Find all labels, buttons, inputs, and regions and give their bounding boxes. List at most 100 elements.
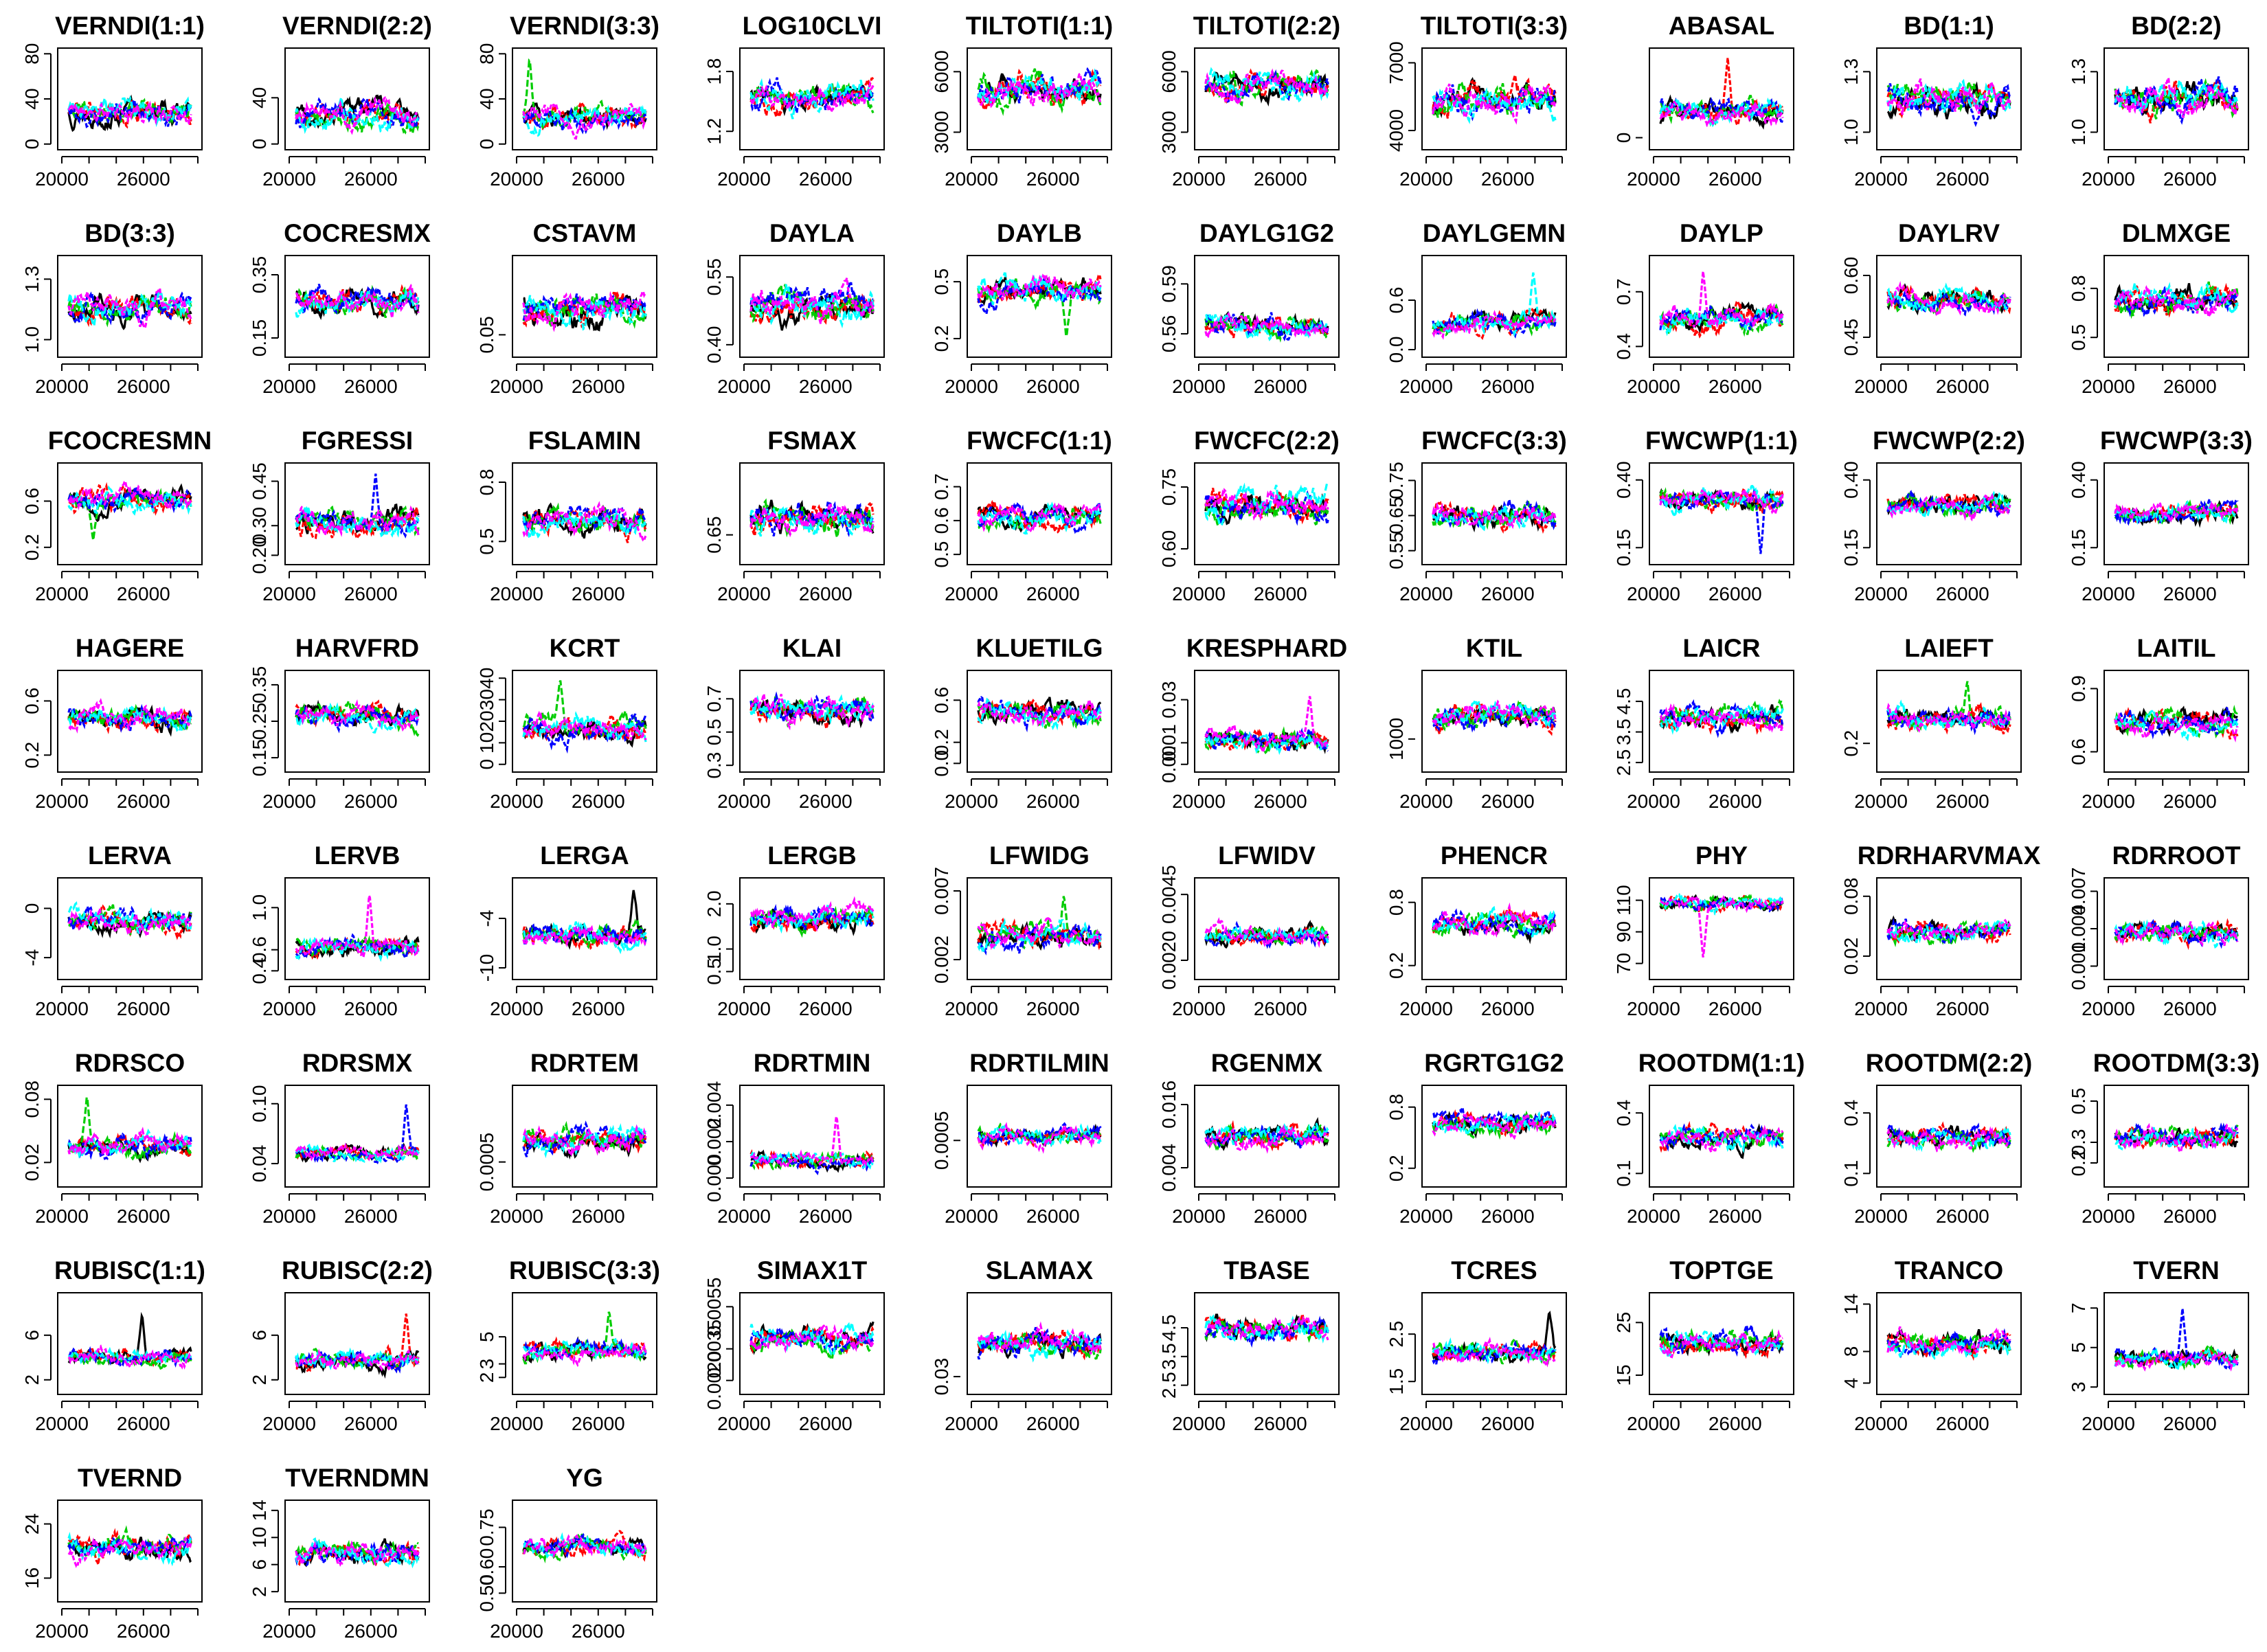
chain-trace-4 [1659,699,1784,738]
panel-title: SLAMAX [986,1256,1094,1285]
panel-title: VERNDI(3:3) [510,12,659,40]
chain-trace-6 [1432,83,1557,125]
chain-trace-6 [67,478,192,512]
y-axis: 0.45 0.60 [1840,257,1871,356]
y-tick-label: 0.7 [703,686,725,712]
x-tick-label: 26000 [1481,376,1535,397]
y-tick-label: 0.60 [1158,530,1180,568]
trace-lines [1432,1103,1557,1140]
x-tick-label: 20000 [1172,376,1226,397]
trace-lines [977,272,1102,337]
y-axis: -4 0 [21,903,52,966]
y-tick-label: -4 [476,910,497,927]
y-tick-label: 0.75 [1386,462,1407,499]
panel-title: LFWIDV [1218,841,1316,870]
y-tick-label: 1.0 [1840,119,1862,146]
x-tick-label: 20000 [1627,998,1680,1019]
y-tick-label: 1.3 [1840,58,1862,85]
x-axis: 20000 26000 [1399,156,1563,190]
y-tick-label: 30 [476,689,497,710]
plot-box [2104,47,2249,150]
x-tick-label: 20000 [490,168,543,190]
y-tick-label: 16 [21,1568,43,1589]
y-tick-label: 3 [2068,1381,2089,1392]
chain-trace-6 [749,1116,875,1168]
x-tick-label: 26000 [572,1620,625,1642]
chain-trace-6 [295,699,420,732]
trace-lines [2114,1122,2239,1153]
panel-title: FSLAMIN [528,427,641,455]
trace-lines [1432,698,1557,736]
x-tick-label: 20000 [717,376,771,397]
y-tick-label: 0.8 [476,469,497,496]
panel-title: FWCWP(2:2) [1873,427,2025,455]
trace-panel: LAITIL 20000 26000 0.6 0.9 [2068,634,2249,812]
y-tick-label: 0.00 [1158,745,1180,783]
x-tick-label: 26000 [1026,791,1080,812]
panel-title: LFWIDG [989,841,1090,870]
trace-panel: TVERN 20000 26000 3 5 7 [2068,1256,2249,1434]
y-tick-label: 0.8 [1386,889,1407,916]
y-axis: 0.1 0.4 [1613,1100,1643,1187]
y-tick-label: 0.02 [21,1144,43,1181]
y-tick-label: 0.7 [931,473,952,500]
plot-box [1649,1085,1794,1188]
trace-panel: FWCFC(3:3) 20000 26000 0.550.650.75 [1386,427,1567,604]
x-tick-label: 20000 [717,1413,771,1434]
trace-panel: RDRTEM 20000 26000 0.0005 [476,1049,657,1227]
x-axis: 20000 26000 [1627,1193,1790,1227]
y-axis: 0.3 0.5 0.7 [703,686,734,779]
y-tick-label: 3.5 [1613,718,1634,745]
y-tick-label: 0.8 [2068,275,2089,302]
trace-panel: HARVFRD 20000 26000 0.150.250.35 [249,634,430,812]
plot-box [967,462,1112,565]
plot-box [512,47,657,150]
x-tick-label: 26000 [1936,583,1989,604]
panel-title: HARVFRD [295,634,419,662]
plot-box [284,877,430,980]
trace-lines [295,1537,420,1569]
y-axis: 0.5 0.8 [2068,275,2098,351]
trace-panel: TILTOTI(1:1) 20000 26000 3000 6000 [931,12,1113,190]
y-tick-label: 7000 [1386,41,1407,84]
y-tick-label: 0.60 [1840,257,1862,295]
y-tick-label: 0.1 [1613,1160,1634,1187]
x-axis: 20000 26000 [1854,986,2018,1019]
chain-trace-2 [2114,918,2238,950]
plot-box [967,47,1112,150]
y-tick-label: 0.0 [1386,337,1407,363]
y-tick-label: 0.5 [703,718,725,745]
trace-panel: FCOCRESMN 20000 26000 0.2 0.6 [21,427,212,604]
y-axis: 0.4 0.7 [1613,278,1643,360]
trace-lines [1204,1313,1329,1348]
y-tick-label: 0.0005 [476,1133,497,1192]
panel-title: ROOTDM(1:1) [1638,1049,1805,1077]
x-tick-label: 20000 [1399,1413,1453,1434]
chain-trace-6 [522,924,646,948]
y-tick-label: 0.0020 [1158,931,1180,990]
x-tick-label: 26000 [1254,168,1307,190]
trace-lines [1432,272,1557,340]
panel-title: TVERNDMN [285,1464,429,1492]
trace-lines [522,501,647,543]
y-axis: -10 -4 [476,910,506,982]
y-axis: 0.004 0.016 [1158,1080,1188,1192]
y-axis: 0.15 0.40 [1840,461,1871,567]
chain-trace-4 [1887,288,2011,317]
trace-lines [295,473,420,541]
x-tick-label: 20000 [1854,998,1908,1019]
x-tick-label: 26000 [1708,791,1762,812]
x-tick-label: 20000 [262,168,316,190]
x-tick-label: 20000 [1172,998,1226,1019]
y-tick-label: 0.15 [2068,529,2089,567]
panel-title: LERGB [767,841,857,870]
x-tick-label: 20000 [717,583,771,604]
y-axis: 0.0005 [476,1133,506,1192]
x-axis: 20000 26000 [1854,1193,2018,1227]
plot-box [57,462,203,565]
x-tick-label: 20000 [945,583,998,604]
chain-trace-6 [295,283,420,319]
x-axis: 20000 26000 [945,571,1108,604]
